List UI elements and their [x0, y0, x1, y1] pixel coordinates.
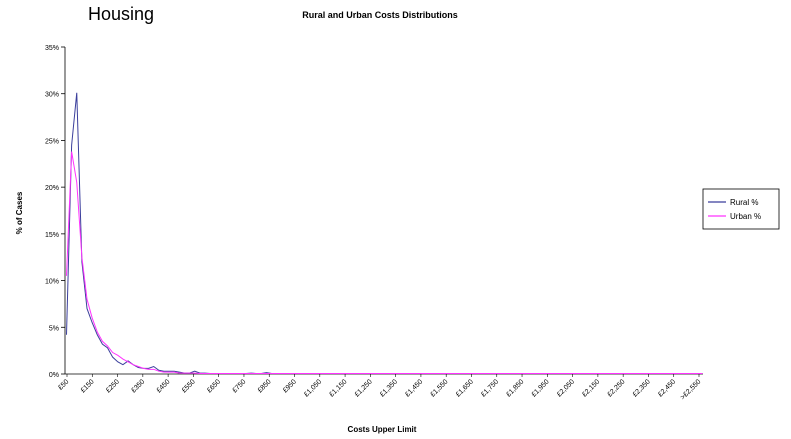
x-tick-label: £2,050 — [556, 378, 576, 398]
x-tick-label: £750 — [231, 378, 247, 394]
x-tick-label: £1,550 — [430, 378, 450, 398]
y-tick-label: 0% — [49, 372, 59, 379]
x-tick-label: £950 — [282, 378, 298, 394]
x-tick-label: £350 — [130, 378, 146, 394]
x-tick-label: £850 — [257, 378, 273, 394]
x-tick-label: £1,650 — [455, 378, 475, 398]
x-tick-label: £450 — [156, 378, 172, 394]
x-tick-label: £2,150 — [581, 378, 601, 398]
legend-frame — [702, 188, 780, 230]
page-heading: Housing — [88, 4, 155, 24]
x-tick-label: £1,750 — [480, 378, 500, 398]
x-tick-label: £650 — [206, 378, 222, 394]
y-tick-label: 5% — [49, 325, 59, 332]
x-tick-label: £50 — [57, 378, 70, 391]
y-tick-label: 35% — [45, 45, 59, 52]
x-tick-label: £250 — [105, 378, 121, 394]
x-tick-label: £150 — [80, 378, 96, 394]
x-tick-label: £1,950 — [531, 378, 551, 398]
y-axis-label: % of Cases — [15, 191, 24, 234]
y-tick-label: 10% — [45, 279, 59, 286]
x-tick-label: £1,150 — [328, 378, 348, 398]
x-tick-label: £1,350 — [379, 378, 399, 398]
series-line-urban — [66, 151, 703, 375]
chart-legend: Rural % Urban % — [702, 188, 780, 230]
legend-label: Urban % — [730, 212, 761, 221]
x-tick-label: £2,350 — [632, 378, 652, 398]
x-tick-label: £2,250 — [606, 378, 626, 398]
x-tick-label: £550 — [181, 378, 197, 394]
series-line-rural — [66, 92, 703, 375]
y-tick-label: 20% — [45, 185, 59, 192]
y-tick-label: 15% — [45, 232, 59, 239]
x-tick-label: >£2,550 — [679, 378, 702, 401]
x-tick-label: £1,250 — [354, 378, 374, 398]
x-tick-label: £1,450 — [404, 378, 424, 398]
chart-axes: 0% 5% 10% 15% 20% 25% 30% 35% £50 £150 £250 £350 £45… — [45, 45, 703, 401]
legend-label: Rural % — [730, 198, 758, 207]
chart-title: Rural and Urban Costs Distributions — [302, 10, 458, 20]
y-tick-label: 25% — [45, 138, 59, 145]
chart-series-lines — [66, 92, 703, 375]
x-tick-label: £2,450 — [657, 378, 677, 398]
x-tick-label: £1,050 — [303, 378, 323, 398]
x-axis-label: Costs Upper Limit — [348, 425, 417, 434]
x-tick-label: £1,850 — [505, 378, 525, 398]
y-tick-label: 30% — [45, 92, 59, 99]
